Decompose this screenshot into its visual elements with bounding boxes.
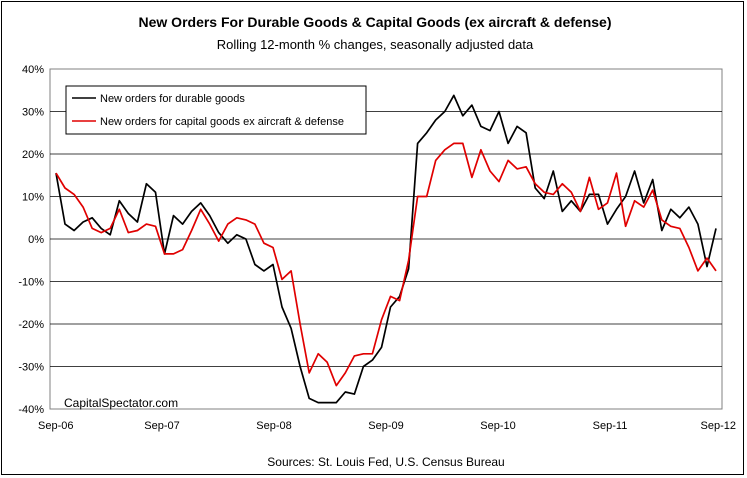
y-tick-label: 10%	[22, 192, 44, 204]
y-tick-label: -10%	[18, 277, 44, 289]
x-tick-label: Sep-07	[144, 420, 179, 432]
source-note: Sources: St. Louis Fed, U.S. Census Bure…	[267, 455, 504, 469]
series-line-durable-goods	[55, 94, 717, 404]
legend: New orders for durable goods New orders …	[65, 85, 367, 135]
y-tick-label: 20%	[22, 149, 44, 161]
x-tick-label: Sep-12	[701, 420, 736, 432]
legend-box	[65, 85, 367, 135]
series-line-capital-goods	[55, 142, 717, 387]
y-tick-label: -30%	[18, 362, 44, 374]
y-tick-label: -20%	[18, 319, 44, 331]
x-tick-label: Sep-11	[593, 420, 628, 432]
legend-label-durable-goods: New orders for durable goods	[100, 93, 245, 105]
x-tick-label: Sep-08	[256, 420, 291, 432]
x-tick-label: Sep-10	[480, 420, 515, 432]
y-tick-label: -40%	[18, 404, 44, 416]
y-tick-label: 0%	[28, 234, 44, 246]
x-axis-tick-labels: Sep-06 Sep-07 Sep-08 Sep-09 Sep-10 Sep-11 Sep-…	[38, 420, 736, 432]
legend-label-capital-goods: New orders for capital goods ex aircraft…	[100, 116, 344, 128]
y-tick-label: 40%	[22, 64, 44, 76]
y-tick-label: 30%	[22, 107, 44, 119]
chart-title: New Orders For Durable Goods & Capital G…	[139, 14, 612, 30]
x-tick-label: Sep-09	[368, 420, 403, 432]
y-axis-tick-labels: 40% 30% 20% 10% 0% -10% -20% -30% -40%	[18, 64, 44, 416]
x-tick-label: Sep-06	[38, 420, 73, 432]
series-lines	[55, 94, 717, 404]
chart-subtitle: Rolling 12-month % changes, seasonally a…	[217, 37, 534, 52]
watermark-text: CapitalSpectator.com	[64, 396, 178, 410]
